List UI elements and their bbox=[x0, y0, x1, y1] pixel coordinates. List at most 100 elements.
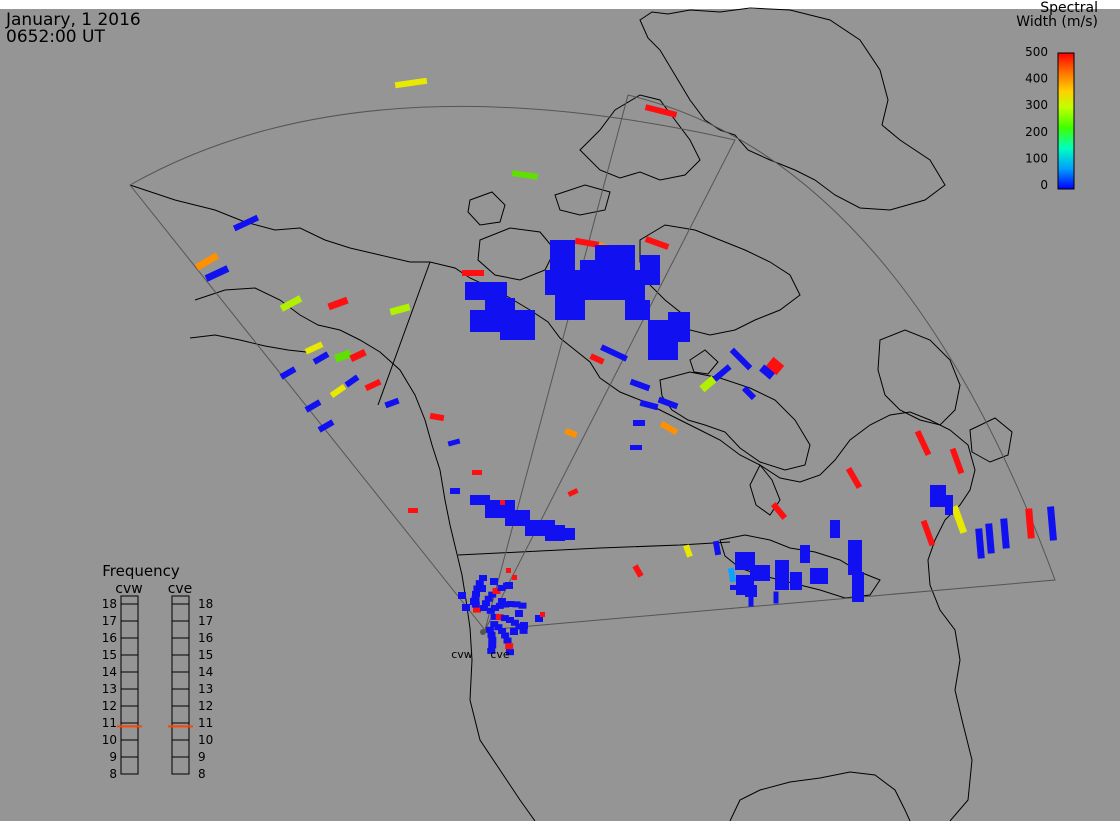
radar-cell bbox=[515, 623, 524, 630]
radar-cell bbox=[790, 572, 802, 590]
radar-cell bbox=[491, 604, 500, 611]
radar-cell bbox=[920, 519, 936, 547]
colorbar-tick-label: 0 bbox=[1040, 178, 1048, 192]
radar-cell bbox=[447, 438, 461, 447]
radar-cell bbox=[505, 582, 513, 589]
radar-cell bbox=[512, 575, 517, 580]
frequency-scale-label: 14 bbox=[198, 665, 213, 679]
radar-cell bbox=[727, 567, 737, 583]
radar-cell bbox=[503, 637, 512, 644]
radar-cell bbox=[515, 310, 535, 340]
radar-cell bbox=[540, 612, 545, 617]
radar-cell bbox=[770, 502, 788, 520]
radar-cell bbox=[630, 445, 642, 450]
radar-cell bbox=[659, 420, 679, 436]
radar-cell bbox=[515, 610, 523, 617]
border-alaska bbox=[377, 261, 431, 406]
radar-cell bbox=[472, 470, 482, 475]
radar-cell bbox=[518, 602, 527, 609]
radar-cell bbox=[473, 606, 481, 613]
radar-cell bbox=[495, 614, 504, 621]
radar-cell bbox=[495, 602, 504, 609]
radar-cell bbox=[492, 587, 501, 594]
radar-cell bbox=[317, 419, 335, 433]
radar-cell bbox=[462, 604, 470, 611]
radar-cell bbox=[394, 77, 428, 89]
colorbar-title-2: Width (m/s) bbox=[1016, 14, 1098, 30]
radar-cell bbox=[505, 510, 530, 526]
radar-cell bbox=[511, 170, 539, 180]
radar-cell bbox=[644, 236, 670, 250]
radar-cell bbox=[512, 601, 521, 608]
frequency-scale-label: 14 bbox=[102, 665, 117, 679]
radar-cell bbox=[486, 607, 495, 614]
radar-cell bbox=[950, 505, 968, 534]
radar-cell bbox=[773, 591, 779, 604]
colorbar-title-1: Spectral bbox=[1040, 0, 1098, 16]
colorbar-tick-label: 300 bbox=[1025, 98, 1048, 112]
radar-cell bbox=[745, 585, 757, 597]
radar-cell bbox=[560, 528, 575, 540]
radar-cell bbox=[1025, 508, 1035, 539]
frequency-title: Frequency bbox=[102, 562, 180, 580]
radar-cell bbox=[914, 429, 932, 457]
radar-cell bbox=[487, 631, 496, 638]
frequency-scale-label: 12 bbox=[198, 699, 213, 713]
station-label-cvw: cvw bbox=[451, 648, 473, 661]
frequency-scale-label: 10 bbox=[102, 733, 117, 747]
radar-cell bbox=[510, 628, 518, 635]
radar-cell bbox=[304, 399, 322, 413]
radar-cell bbox=[312, 351, 330, 365]
radar-cell bbox=[741, 385, 757, 401]
station-marker bbox=[480, 629, 486, 635]
border-us-canada bbox=[457, 541, 731, 556]
frequency-scale-label: 9 bbox=[109, 750, 117, 764]
radar-cell bbox=[364, 378, 382, 392]
frequency-scale-label: 8 bbox=[198, 767, 206, 781]
radar-cell bbox=[644, 104, 678, 118]
radar-cell bbox=[945, 495, 953, 515]
colorbar-tick-label: 200 bbox=[1025, 125, 1048, 139]
frequency-scale-label: 16 bbox=[102, 631, 117, 645]
colorbar-tick-label: 400 bbox=[1025, 72, 1048, 86]
coast-mainland bbox=[129, 184, 976, 821]
radar-cell bbox=[485, 298, 515, 312]
frequency-scale-label: 16 bbox=[198, 631, 213, 645]
radar-cell bbox=[450, 488, 460, 494]
frequency-scale-label: 17 bbox=[102, 614, 117, 628]
colorbar-ticks: 500 400 300 200 100 0 bbox=[1025, 45, 1048, 192]
coast-victoria bbox=[477, 227, 556, 281]
frequency-scale-label: 11 bbox=[102, 716, 117, 730]
radar-cell bbox=[204, 265, 230, 282]
frequency-scale-label: 15 bbox=[198, 648, 213, 662]
radar-cell bbox=[712, 540, 722, 556]
time-label: 0652:00 UT bbox=[6, 27, 105, 47]
coast-labrador bbox=[877, 329, 961, 426]
radar-cell bbox=[479, 575, 487, 581]
radar-cell bbox=[304, 341, 324, 355]
colorbar: Spectral Width (m/s) 500 400 300 200 100 0 bbox=[1016, 0, 1098, 192]
radar-cell bbox=[657, 396, 679, 410]
radar-cell bbox=[550, 240, 575, 270]
radar-cell bbox=[470, 598, 478, 605]
frequency-scale-label: 13 bbox=[102, 682, 117, 696]
radar-cell bbox=[429, 412, 445, 422]
radar-cell bbox=[327, 296, 349, 311]
radar-cell bbox=[625, 300, 650, 320]
radar-cell bbox=[488, 642, 497, 649]
radar-cell bbox=[506, 568, 511, 573]
colorbar-gradient bbox=[1057, 52, 1075, 190]
frequency-scale-label: 12 bbox=[102, 699, 117, 713]
radar-cell bbox=[500, 500, 505, 505]
radar-cell bbox=[1000, 518, 1010, 549]
fov-cvw bbox=[129, 105, 736, 631]
radar-cell bbox=[930, 485, 946, 507]
frequency-scale-label: 18 bbox=[198, 597, 213, 611]
radar-cell bbox=[845, 466, 863, 490]
radar-cell bbox=[329, 383, 347, 399]
radar-cell bbox=[750, 565, 770, 581]
radar-cell bbox=[487, 647, 496, 654]
radar-cell bbox=[633, 420, 645, 426]
radar-cell bbox=[985, 523, 995, 554]
